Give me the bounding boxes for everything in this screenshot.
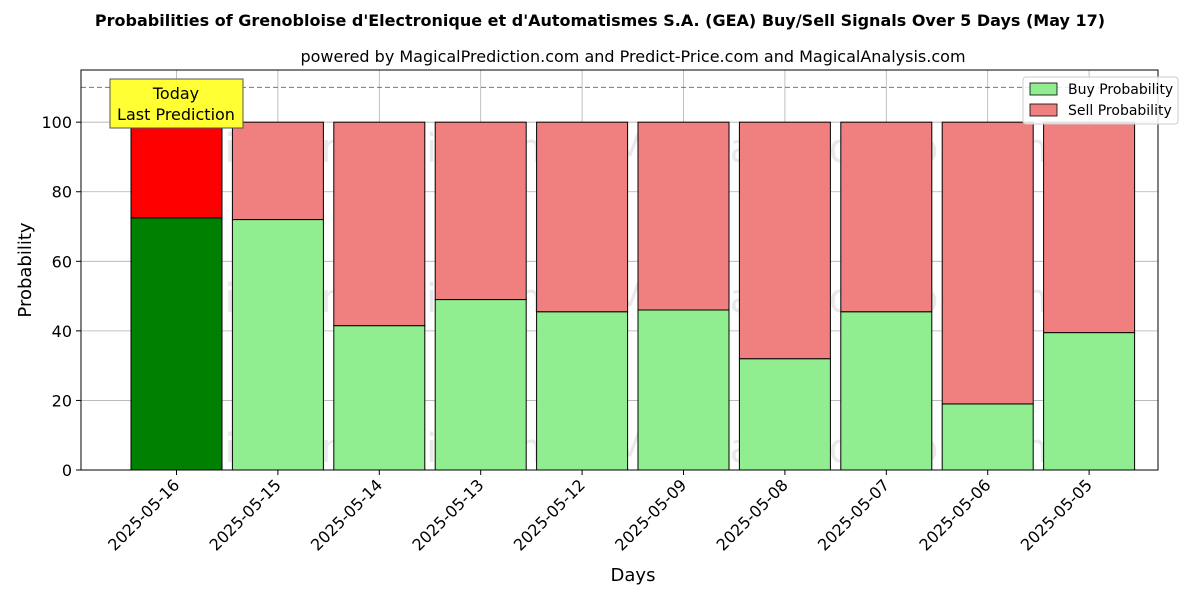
x-tick-label: 2025-05-07 (814, 475, 893, 554)
bar-sell (637, 121, 730, 311)
plot-frame (80, 69, 1159, 471)
y-axis-label: Probability (15, 222, 36, 317)
bar-sell (536, 121, 629, 313)
legend: Buy Probability Sell Probability (1022, 76, 1179, 125)
x-tick-label: 2025-05-12 (510, 475, 589, 554)
bar-buy (941, 403, 1034, 471)
bars (130, 121, 1136, 471)
bar-buy (738, 358, 831, 471)
y-tick-label: 60 (52, 252, 72, 271)
bar-sell (231, 121, 324, 221)
legend-box (1022, 76, 1179, 125)
bar-sell (1043, 121, 1136, 334)
y-axis-ticks: 0 20 40 60 80 100 (41, 113, 81, 480)
bar-buy (637, 309, 730, 471)
bar-buy (536, 311, 629, 471)
bar-sell (840, 121, 933, 313)
x-tick-label: 2025-05-08 (713, 475, 792, 554)
bar-buy (840, 311, 933, 471)
bar-sell (738, 121, 831, 360)
bar-buy (231, 219, 324, 471)
y-tick-label: 0 (62, 461, 72, 480)
bar-sell (434, 121, 527, 301)
legend-label-buy: Buy Probability (1068, 82, 1173, 98)
annotation-line-1: Today (152, 84, 199, 103)
legend-swatch-buy (1029, 82, 1058, 96)
bar-sell (333, 121, 426, 327)
y-tick-label: 40 (52, 322, 72, 341)
x-tick-label: 2025-05-05 (1017, 475, 1096, 554)
bar-sell (941, 121, 1034, 405)
x-axis-ticks: 2025-05-16 2025-05-15 2025-05-14 2025-05-13… (104, 470, 1096, 555)
annotation-line-2: Last Prediction (117, 105, 235, 124)
y-tick-label: 100 (41, 113, 72, 132)
x-tick-label: 2025-05-06 (915, 475, 994, 554)
x-axis-label: Days (611, 565, 656, 586)
bar-sell (130, 121, 223, 219)
x-tick-label: 2025-05-13 (408, 475, 487, 554)
today-annotation: Today Last Prediction (109, 78, 244, 129)
y-tick-label: 80 (52, 183, 72, 202)
bar-buy (434, 299, 527, 471)
bar-buy (333, 325, 426, 471)
chart-subtitle: powered by MagicalPrediction.com and Pre… (300, 47, 965, 66)
bar-buy (130, 217, 223, 471)
legend-label-sell: Sell Probability (1068, 103, 1172, 119)
bar-buy (1043, 332, 1136, 471)
x-tick-label: 2025-05-15 (206, 475, 285, 554)
chart-title: Probabilities of Grenobloise d'Electroni… (95, 11, 1105, 30)
x-tick-label: 2025-05-14 (307, 475, 386, 554)
x-tick-label: 2025-05-09 (611, 475, 690, 554)
y-tick-label: 20 (52, 391, 72, 410)
x-tick-label: 2025-05-16 (104, 475, 183, 554)
annotation-box (109, 78, 244, 129)
legend-swatch-sell (1029, 103, 1058, 117)
